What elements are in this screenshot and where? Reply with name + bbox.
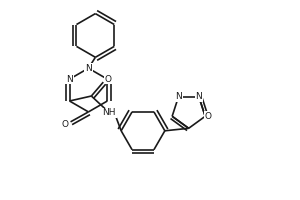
Text: N: N [66,75,73,84]
Text: O: O [205,112,212,121]
Text: N: N [196,92,202,101]
Text: NH: NH [103,108,116,117]
Text: N: N [85,64,92,73]
Text: N: N [175,92,182,101]
Text: O: O [105,75,112,84]
Text: O: O [61,120,68,129]
